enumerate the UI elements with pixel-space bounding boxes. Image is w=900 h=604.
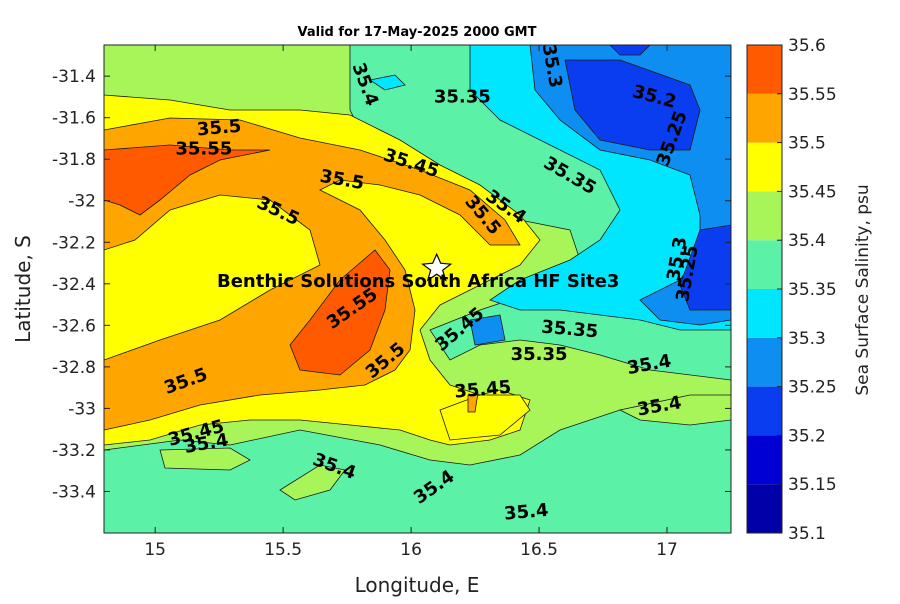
y-tick-label: -31.4 bbox=[52, 67, 96, 87]
contour-region-35-2-top bbox=[609, 45, 651, 56]
x-tick-label: 15.5 bbox=[264, 540, 302, 560]
y-tick-label: -32.6 bbox=[52, 316, 96, 336]
y-axis-label: Latitude, S bbox=[11, 235, 35, 343]
x-tick-label: 16.5 bbox=[520, 540, 558, 560]
x-tick-label: 16 bbox=[400, 540, 422, 560]
contour-region-35-25-small bbox=[469, 314, 506, 346]
contour-label: 35.45 bbox=[453, 377, 512, 403]
y-tick-label: -33.2 bbox=[52, 441, 96, 461]
y-axis-ticks: -31.4 -31.6 -31.8 -32 -32.2 -32.4 -32.6 -32.8 -3… bbox=[52, 67, 731, 502]
star-icon bbox=[421, 252, 453, 282]
colorbar-label: Sea Surface Salinity, psu bbox=[853, 184, 873, 395]
contour-region-35-45-south bbox=[439, 394, 531, 441]
x-axis-label: Longitude, E bbox=[355, 573, 480, 597]
site-label: Benthic Solutions South Africa HF Site3 bbox=[217, 271, 619, 292]
plot-frame bbox=[103, 44, 732, 534]
colorbar-tick-label: 35.2 bbox=[788, 426, 826, 446]
contour-fill-layer bbox=[104, 45, 731, 533]
y-tick-label: -32 bbox=[68, 192, 96, 212]
contour-region-35-55-west bbox=[104, 144, 271, 216]
y-tick-label: -33.4 bbox=[52, 482, 96, 502]
colorbar-tick-label: 35.4 bbox=[788, 231, 826, 251]
contour-region-35-3-small bbox=[368, 74, 406, 91]
colorbar-swatch bbox=[747, 289, 782, 338]
y-tick-label: -33 bbox=[68, 399, 96, 419]
colorbar-swatch bbox=[747, 337, 782, 387]
y-tick-label: -31.6 bbox=[52, 109, 96, 129]
x-tick-label: 17 bbox=[656, 540, 678, 560]
colorbar-swatch bbox=[747, 45, 782, 94]
chart-title: Valid for 17-May-2025 2000 GMT bbox=[298, 25, 537, 40]
site-marker: Benthic Solutions South Africa HF Site3 bbox=[217, 252, 619, 292]
colorbar-tick-label: 35.5 bbox=[788, 134, 826, 154]
colorbar: 35.1 35.15 35.2 35.25 35.3 35.35 35.4 35.45 35.5… bbox=[746, 36, 837, 544]
colorbar-tick-label: 35.3 bbox=[788, 329, 826, 349]
contour-region-35-5 bbox=[104, 117, 521, 431]
colorbar-tick-label: 35.55 bbox=[788, 85, 837, 105]
colorbar-swatch bbox=[747, 484, 782, 533]
contour-label: 35.5 bbox=[196, 116, 242, 141]
contour-region-35-4-island-1 bbox=[159, 447, 251, 471]
contour-region-35-4-island-2 bbox=[279, 464, 346, 501]
colorbar-tick-label: 35.15 bbox=[788, 475, 837, 495]
colorbar-tick-label: 35.35 bbox=[788, 280, 837, 300]
contour-region-35-5-small bbox=[467, 392, 479, 413]
x-tick-label: 15 bbox=[144, 540, 166, 560]
colorbar-tick-label: 35.25 bbox=[788, 378, 837, 398]
y-tick-label: -32.2 bbox=[52, 233, 96, 253]
colorbar-tick-label: 35.6 bbox=[788, 36, 826, 56]
contour-region-35-2-east bbox=[679, 224, 731, 311]
contour-label: 35.55 bbox=[175, 138, 232, 159]
contour-region-35-2 bbox=[564, 59, 701, 151]
colorbar-tick-label: 35.1 bbox=[788, 524, 826, 544]
contour-label: 35.4 bbox=[503, 500, 549, 525]
colorbar-tick-label: 35.45 bbox=[788, 182, 837, 202]
contour-label: 35.35 bbox=[511, 344, 568, 365]
contour-region-35-55-center bbox=[289, 249, 391, 376]
x-axis-ticks: 15 15.5 16 16.5 17 bbox=[144, 45, 678, 560]
contour-label: 35.35 bbox=[434, 86, 491, 107]
contour-region-35-35-south bbox=[104, 399, 731, 533]
colorbar-swatch bbox=[747, 386, 782, 436]
colorbar-swatch bbox=[747, 142, 782, 192]
colorbar-swatch bbox=[747, 191, 782, 241]
colorbar-swatch bbox=[747, 240, 782, 289]
colorbar-swatch bbox=[747, 93, 782, 143]
y-tick-label: -32.4 bbox=[52, 275, 96, 295]
colorbar-swatch bbox=[747, 435, 782, 485]
contour-region-35-4-island-3 bbox=[618, 394, 731, 426]
y-tick-label: -31.8 bbox=[52, 150, 96, 170]
contour-label: 35.35 bbox=[540, 317, 599, 343]
y-tick-label: -32.8 bbox=[52, 358, 96, 378]
